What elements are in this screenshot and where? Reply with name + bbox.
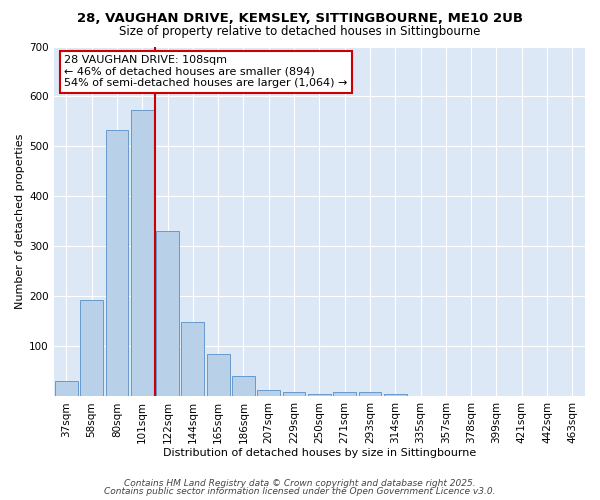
Bar (55, 382, 77, 396)
Text: Contains public sector information licensed under the Open Government Licence v3: Contains public sector information licen… (104, 487, 496, 496)
Text: 28 VAUGHAN DRIVE: 108sqm
← 46% of detached houses are smaller (894)
54% of semi-: 28 VAUGHAN DRIVE: 108sqm ← 46% of detach… (64, 55, 347, 88)
Bar (257, 390, 280, 396)
Bar (308, 394, 331, 396)
Bar (232, 376, 255, 396)
Y-axis label: Number of detached properties: Number of detached properties (15, 134, 25, 309)
X-axis label: Distribution of detached houses by size in Sittingbourne: Distribution of detached houses by size … (163, 448, 476, 458)
Bar (384, 394, 407, 396)
Bar (106, 130, 128, 396)
Bar (283, 392, 305, 396)
Bar (333, 392, 356, 396)
Bar (359, 392, 382, 396)
Bar (207, 354, 230, 397)
Bar (80, 300, 103, 396)
Text: Contains HM Land Registry data © Crown copyright and database right 2025.: Contains HM Land Registry data © Crown c… (124, 478, 476, 488)
Bar (156, 232, 179, 396)
Text: Size of property relative to detached houses in Sittingbourne: Size of property relative to detached ho… (119, 25, 481, 38)
Text: 28, VAUGHAN DRIVE, KEMSLEY, SITTINGBOURNE, ME10 2UB: 28, VAUGHAN DRIVE, KEMSLEY, SITTINGBOURN… (77, 12, 523, 26)
Bar (181, 322, 204, 396)
Bar (131, 110, 154, 397)
